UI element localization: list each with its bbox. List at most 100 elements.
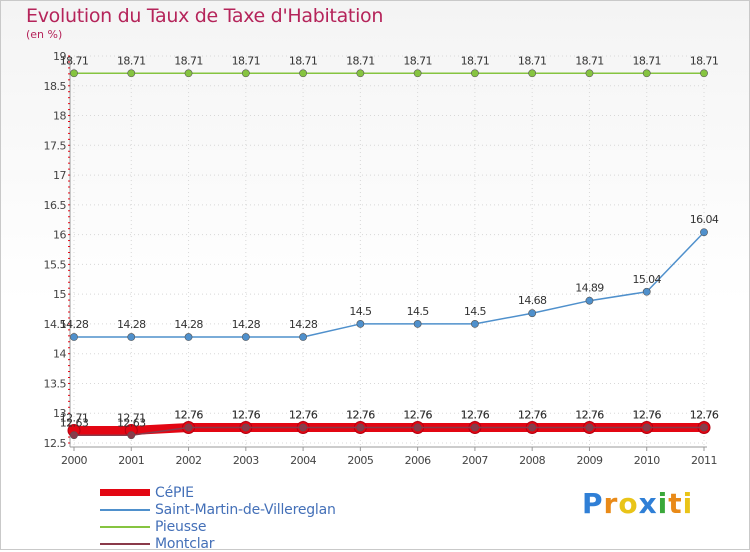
- logo-letter: r: [603, 487, 619, 520]
- y-tick-label: 18: [53, 110, 66, 123]
- data-label: 14.28: [289, 318, 318, 331]
- y-tick-label: 13.5: [44, 377, 67, 390]
- series-pieusse: 18.71 18.71 18.71 18.71 18.71 18.71 18.71 18.71…: [60, 54, 719, 78]
- data-point: [356, 320, 365, 328]
- data-label: 12.76: [174, 409, 203, 422]
- data-point: [299, 423, 307, 432]
- y-tick-label: 14: [53, 348, 66, 361]
- data-label: 12.76: [346, 409, 375, 422]
- data-point: [700, 69, 708, 78]
- data-point: [642, 69, 651, 78]
- data-label: 12.71: [117, 411, 146, 424]
- data-label: 18.71: [518, 54, 547, 67]
- legend-label: Pieusse: [155, 518, 207, 535]
- data-point: [585, 423, 594, 432]
- series-line: [74, 426, 704, 437]
- data-label: 18.71: [403, 54, 432, 67]
- legend-swatch: [100, 525, 150, 528]
- logo-letter: t: [668, 487, 683, 520]
- data-point: [700, 423, 708, 432]
- y-tick-label: 19: [53, 50, 66, 63]
- x-tick-label: 2001: [118, 454, 144, 467]
- data-label: 15.04: [632, 273, 661, 286]
- y-tick-label: 17.5: [44, 139, 67, 152]
- data-point: [413, 423, 422, 432]
- proxiti-logo: Proxiti: [582, 487, 693, 520]
- x-tick-label: 2007: [462, 454, 488, 467]
- data-point: [356, 69, 365, 78]
- series-saint-martin-de-villereglan: 14.28 14.28 14.28 14.28 14.28 14.5 14.5 14.5 14.…: [60, 213, 719, 341]
- data-label: 18.71: [346, 54, 375, 67]
- y-tick-label: 13: [53, 407, 66, 420]
- data-point: [127, 333, 136, 341]
- data-label: 18.71: [117, 54, 146, 67]
- data-label: 14.28: [117, 318, 146, 331]
- y-tick-label: 18.5: [44, 80, 67, 93]
- data-label: 12.76: [690, 409, 719, 422]
- y-tick-label: 15.5: [44, 258, 67, 271]
- legend-item-montclar[interactable]: Montclar: [100, 535, 336, 552]
- data-label: 12.76: [632, 409, 661, 422]
- data-label: 12.63: [117, 416, 146, 429]
- logo-letter: i: [657, 487, 669, 520]
- legend-item-cepie[interactable]: CéPIE: [100, 484, 336, 501]
- data-label: 18.71: [232, 54, 261, 67]
- data-label: 12.76: [575, 409, 604, 422]
- data-point: [70, 333, 78, 341]
- x-tick-label: 2009: [576, 454, 602, 467]
- legend-swatch: [100, 508, 150, 511]
- data-label: 12.76: [690, 409, 719, 422]
- logo-letter: o: [618, 487, 639, 520]
- data-label: 18.71: [575, 54, 604, 67]
- x-tick-label: 2000: [61, 454, 87, 467]
- data-label: 18.71: [289, 54, 318, 67]
- data-label: 12.76: [461, 409, 490, 422]
- data-point: [127, 69, 136, 78]
- data-point: [184, 423, 193, 432]
- y-tick-label: 14.5: [44, 318, 67, 331]
- data-point: [642, 423, 651, 432]
- legend-item-pieusse[interactable]: Pieusse: [100, 518, 336, 535]
- logo-letter: i: [682, 487, 694, 520]
- data-label: 14.89: [575, 282, 604, 295]
- data-label: 16.04: [690, 213, 719, 226]
- x-tick-label: 2005: [347, 454, 373, 467]
- data-label: 12.76: [403, 409, 432, 422]
- data-label: 14.28: [232, 318, 261, 331]
- data-label: 14.5: [407, 305, 430, 318]
- data-point: [585, 69, 594, 78]
- data-label: 12.76: [232, 409, 261, 422]
- x-tick-label: 2008: [519, 454, 545, 467]
- data-point: [413, 320, 422, 328]
- data-point: [700, 228, 708, 237]
- x-tick-label: 2010: [634, 454, 660, 467]
- data-point: [241, 423, 250, 432]
- data-label: 14.5: [349, 305, 372, 318]
- data-label: 18.71: [60, 54, 89, 67]
- data-label: 12.76: [575, 409, 604, 422]
- legend-swatch: [100, 542, 150, 545]
- y-tick-label: 15: [53, 288, 66, 301]
- data-point: [356, 423, 365, 432]
- legend-label: Montclar: [155, 535, 215, 552]
- data-label: 12.76: [403, 409, 432, 422]
- data-point: [184, 69, 193, 78]
- data-point: [471, 423, 479, 432]
- data-point: [127, 431, 136, 440]
- legend-item-saint-martin[interactable]: Saint-Martin-de-Villereglan: [100, 501, 336, 518]
- y-axis-unit: (en %): [26, 28, 63, 41]
- data-label: 12.76: [346, 409, 375, 422]
- data-point: [413, 69, 422, 78]
- x-tick-label: 2004: [290, 454, 316, 467]
- data-label: 14.68: [518, 294, 547, 307]
- series-montclar: 12.63 12.63 12.76 12.76 12.76 12.76 12.76 12.76…: [60, 409, 719, 440]
- data-label: 18.71: [461, 54, 490, 67]
- data-point: [471, 69, 479, 78]
- logo-letter: x: [638, 487, 658, 520]
- data-label: 18.71: [632, 54, 661, 67]
- data-point: [528, 309, 537, 318]
- data-label: 12.76: [518, 409, 547, 422]
- data-label: 14.28: [60, 318, 89, 331]
